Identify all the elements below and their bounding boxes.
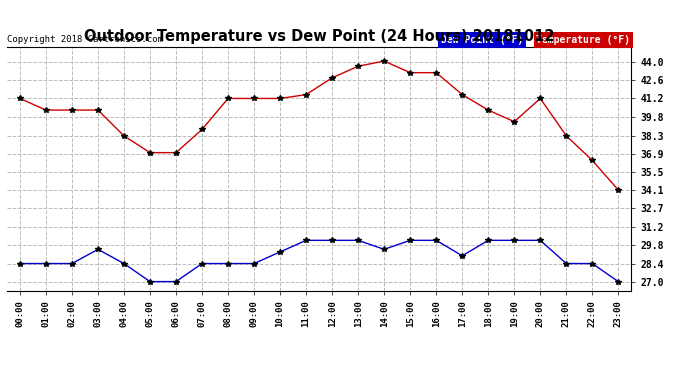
Title: Outdoor Temperature vs Dew Point (24 Hours) 20181012: Outdoor Temperature vs Dew Point (24 Hou… [84,29,554,44]
Text: Dew Point (°F): Dew Point (°F) [441,35,523,45]
Text: Temperature (°F): Temperature (°F) [536,35,631,45]
Text: Copyright 2018 Cartronics.com: Copyright 2018 Cartronics.com [7,36,163,45]
